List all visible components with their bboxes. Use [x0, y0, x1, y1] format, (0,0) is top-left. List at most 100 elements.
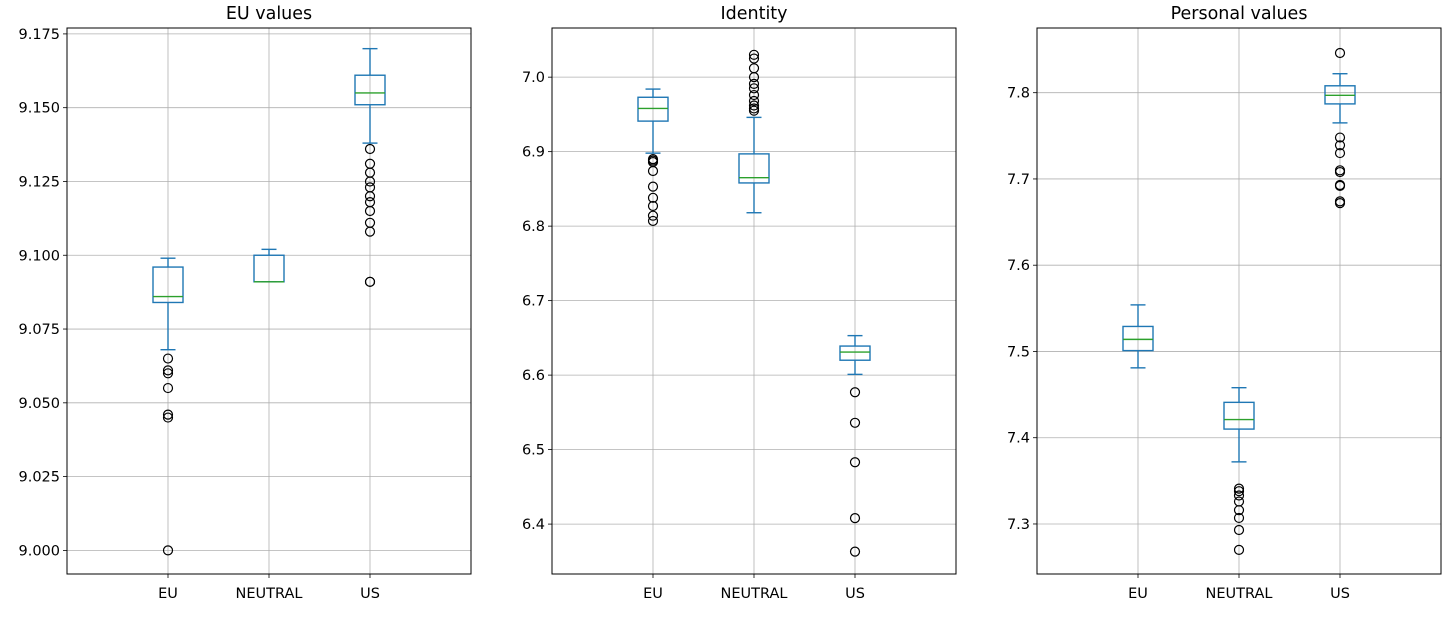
- outlier-point: [364, 276, 376, 287]
- y-tick-label: 6.8: [522, 219, 545, 235]
- x-tick-label: US: [845, 586, 865, 602]
- x-tick-label: NEUTRAL: [721, 586, 788, 602]
- outlier-point: [647, 215, 659, 227]
- outlier-point: [647, 200, 659, 212]
- y-tick-label: 7.0: [522, 70, 545, 86]
- outlier-point: [364, 191, 376, 202]
- outlier-point: [748, 89, 760, 101]
- subplot-title: Identity: [720, 4, 787, 24]
- outlier-point: [162, 412, 174, 423]
- box-us: [839, 334, 871, 557]
- outlier-point: [162, 365, 174, 376]
- outlier-point: [748, 100, 760, 111]
- outlier-point: [1233, 544, 1245, 555]
- y-tick-label: 7.7: [1007, 172, 1030, 188]
- y-tick-label: 9.150: [18, 101, 60, 117]
- outlier-point: [364, 176, 376, 187]
- x-tick-label: NEUTRAL: [1206, 586, 1273, 602]
- iqr-box: [152, 266, 184, 304]
- outlier-point: [162, 382, 174, 394]
- y-tick-label: 6.6: [522, 368, 545, 384]
- y-tick-label: 6.9: [522, 145, 545, 161]
- y-tick-label: 6.5: [522, 443, 545, 459]
- outlier-point: [162, 353, 174, 364]
- outlier-point: [162, 409, 174, 420]
- box-eu: [152, 257, 184, 556]
- outlier-point: [647, 165, 659, 177]
- outlier-point: [647, 181, 659, 192]
- x-tick-label: EU: [1128, 586, 1148, 602]
- outlier-point: [1233, 486, 1245, 497]
- outlier-point: [647, 192, 659, 203]
- box-eu: [1122, 304, 1154, 369]
- y-tick-label: 7.5: [1007, 344, 1030, 360]
- outlier-point: [748, 78, 760, 89]
- outlier-point: [1334, 197, 1346, 209]
- outlier-point: [1334, 180, 1346, 191]
- outlier-point: [162, 545, 174, 556]
- iqr-box: [839, 345, 871, 361]
- outlier-point: [748, 53, 760, 64]
- outlier-point: [849, 417, 861, 428]
- y-tick-label: 7.3: [1007, 517, 1030, 533]
- y-tick-label: 7.6: [1007, 258, 1030, 274]
- outlier-point: [1334, 140, 1346, 151]
- outlier-point: [1334, 47, 1346, 59]
- y-tick-label: 9.125: [18, 174, 60, 190]
- outlier-point: [1233, 483, 1245, 494]
- y-tick-label: 7.4: [1007, 431, 1030, 447]
- y-tick-label: 9.075: [18, 322, 60, 338]
- outlier-point: [849, 457, 861, 468]
- y-tick-label: 9.050: [18, 396, 60, 412]
- outlier-point: [849, 387, 861, 398]
- iqr-box: [1122, 325, 1154, 352]
- box-us: [1324, 47, 1356, 209]
- outlier-point: [1233, 512, 1245, 524]
- iqr-box: [354, 74, 386, 106]
- box-us: [354, 47, 386, 287]
- outlier-point: [1233, 505, 1245, 516]
- y-tick-label: 7.8: [1007, 86, 1030, 102]
- x-tick-label: EU: [158, 586, 178, 602]
- outlier-point: [849, 513, 861, 524]
- x-tick-label: US: [360, 586, 380, 602]
- outlier-point: [364, 226, 376, 237]
- outlier-point: [364, 205, 376, 217]
- x-tick-label: EU: [643, 586, 663, 602]
- outlier-point: [1334, 147, 1346, 159]
- subplot-3: 7.3 7.4 7.5 7.6 7.7 7.8 EU NEUTRAL US Personal va…: [1007, 4, 1442, 602]
- outlier-point: [1233, 524, 1245, 536]
- subplot-1: 9.000 9.025 9.050 9.075 9.100 9.125 9.150 9.175…: [18, 4, 472, 602]
- box-eu: [637, 88, 669, 227]
- outlier-point: [849, 546, 861, 557]
- subplot-2: 6.4 6.5 6.6 6.7 6.8 6.9 7.0 EU NEUTRAL US Identity: [522, 4, 957, 602]
- outlier-point: [1334, 166, 1346, 178]
- iqr-box: [637, 96, 669, 122]
- x-tick-label: US: [1330, 586, 1350, 602]
- outlier-point: [1233, 490, 1245, 501]
- y-tick-label: 6.4: [522, 517, 545, 533]
- subplot-title: Personal values: [1171, 4, 1308, 24]
- x-tick-label: NEUTRAL: [236, 586, 303, 602]
- outlier-point: [748, 83, 760, 94]
- box-neutral: [738, 49, 770, 214]
- outlier-point: [647, 210, 659, 221]
- y-tick-label: 9.025: [18, 470, 60, 486]
- box-neutral: [253, 248, 285, 283]
- y-tick-label: 9.175: [18, 27, 60, 43]
- outlier-point: [748, 72, 760, 83]
- outlier-point: [748, 95, 760, 107]
- outlier-point: [748, 49, 760, 60]
- y-tick-label: 6.7: [522, 294, 545, 310]
- y-tick-label: 9.100: [18, 248, 60, 264]
- y-tick-label: 9.000: [18, 543, 60, 559]
- iqr-box: [738, 153, 770, 184]
- outlier-point: [364, 143, 376, 155]
- outlier-point: [748, 105, 760, 116]
- box-neutral: [1223, 386, 1255, 555]
- iqr-box: [1223, 401, 1255, 430]
- outlier-point: [1334, 132, 1346, 143]
- outlier-point: [162, 368, 174, 379]
- subplot-title: EU values: [226, 4, 312, 24]
